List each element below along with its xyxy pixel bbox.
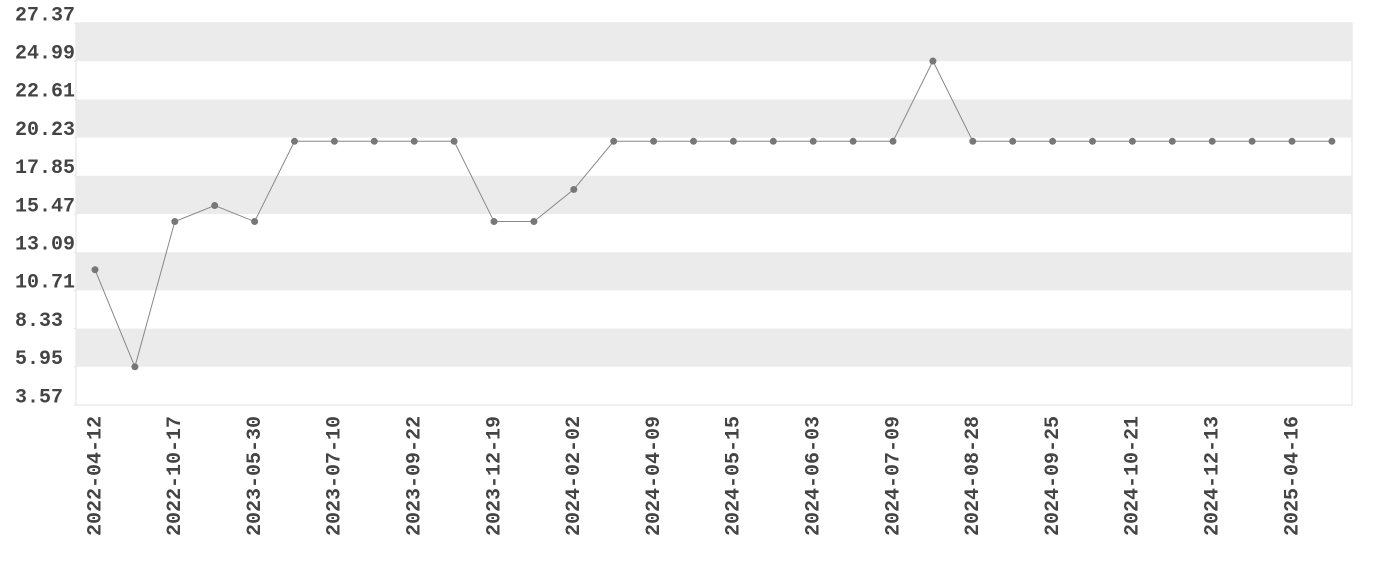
- data-point: [849, 137, 857, 145]
- y-tick-label: 3.57: [15, 386, 63, 409]
- x-tick-label: 2024-04-09: [643, 416, 666, 536]
- x-tick-label: 2024-09-25: [1042, 416, 1065, 536]
- data-point: [291, 137, 298, 145]
- x-tick-label: 2022-10-17: [164, 416, 187, 536]
- x-tick-label: 2024-06-03: [802, 416, 825, 536]
- data-point: [211, 201, 219, 209]
- x-tick-label: 2023-05-30: [244, 416, 267, 536]
- x-tick-label: 2024-10-21: [1122, 416, 1145, 536]
- data-point: [1049, 137, 1057, 145]
- data-point: [1288, 137, 1296, 145]
- data-point: [889, 137, 897, 145]
- x-tick-label: 2023-07-10: [324, 416, 347, 536]
- data-point: [91, 266, 99, 274]
- data-point: [769, 137, 777, 145]
- x-tick-label: 2024-02-02: [563, 416, 586, 536]
- y-tick-label: 8.33: [15, 310, 63, 333]
- data-point: [530, 218, 538, 226]
- data-point: [809, 137, 817, 145]
- data-point: [1009, 137, 1017, 145]
- x-tick-label: 2023-12-19: [483, 416, 506, 536]
- data-point: [410, 137, 418, 145]
- data-point: [729, 137, 737, 145]
- data-point: [690, 137, 697, 145]
- y-tick-label: 15.47: [15, 195, 75, 218]
- y-tick-label: 24.99: [15, 42, 75, 65]
- y-tick-label: 5.95: [15, 348, 63, 371]
- y-tick-label: 20.23: [15, 119, 75, 142]
- data-point: [131, 363, 139, 371]
- x-tick-label: 2025-04-16: [1281, 416, 1304, 536]
- data-point: [969, 137, 977, 145]
- x-tick-label: 2024-07-09: [882, 416, 905, 536]
- data-point: [1168, 137, 1176, 145]
- data-point: [370, 137, 378, 145]
- data-point: [330, 137, 338, 145]
- x-tick-label: 2024-05-15: [723, 416, 746, 536]
- x-tick-label: 2022-04-12: [84, 416, 107, 536]
- grid-band: [76, 99, 1352, 138]
- data-point: [1128, 137, 1136, 145]
- x-tick-label: 2024-12-13: [1201, 416, 1224, 536]
- grid-band: [76, 252, 1352, 291]
- grid-band: [76, 175, 1352, 214]
- x-tick-label: 2023-09-22: [403, 416, 426, 536]
- data-point: [1208, 137, 1216, 145]
- grid-band: [76, 328, 1352, 367]
- y-tick-label: 27.37: [15, 4, 75, 27]
- data-point: [171, 218, 179, 226]
- data-point: [570, 185, 578, 193]
- data-point: [610, 137, 618, 145]
- data-point: [1248, 137, 1256, 145]
- y-tick-label: 22.61: [15, 81, 75, 104]
- data-point: [450, 137, 458, 145]
- x-tick-label: 2024-08-28: [962, 416, 985, 536]
- data-point: [1328, 137, 1336, 145]
- data-point: [251, 218, 259, 226]
- grid-band: [76, 23, 1352, 62]
- data-point: [929, 57, 937, 65]
- series-line: [94, 59, 1332, 369]
- y-tick-label: 10.71: [15, 272, 75, 295]
- data-point: [650, 137, 658, 145]
- y-tick-label: 17.85: [15, 157, 75, 180]
- data-point: [490, 218, 498, 226]
- y-tick-label: 13.09: [15, 233, 75, 256]
- data-point: [1089, 137, 1096, 145]
